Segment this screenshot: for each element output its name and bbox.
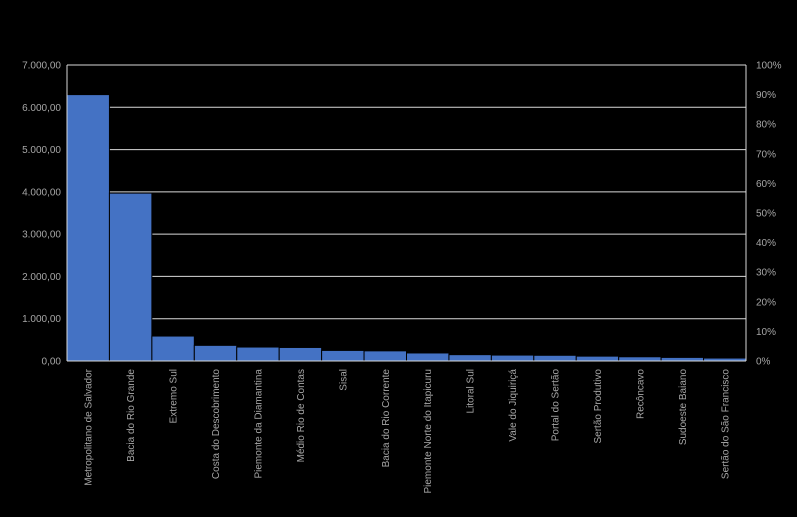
- x-tick-label: Piemonte da Diamantina: [253, 369, 264, 479]
- x-tick-label: Litoral Sul: [466, 369, 477, 413]
- x-axis: Metropolitano de Salvador Bacia do Rio Gr…: [67, 360, 746, 494]
- y-tick-label: 7.000,00: [22, 61, 61, 72]
- y-tick-label: 4.000,00: [22, 187, 61, 198]
- y-tick-label: 3.000,00: [22, 230, 61, 241]
- bar-2: [151, 335, 195, 362]
- bar-11: [533, 354, 577, 362]
- x-tick-label: Vale do Jiquiriçá: [508, 369, 519, 442]
- x-tick-label: Metropolitano de Salvador: [84, 368, 95, 485]
- bar-6: [321, 349, 365, 362]
- bar-4: [236, 346, 280, 362]
- x-tick-label: Piemonte Norte do Itapicuru: [423, 369, 434, 494]
- y-tick-label: 2.000,00: [22, 272, 61, 283]
- bar-12: [575, 355, 620, 362]
- y2-tick-label: 30%: [756, 268, 776, 279]
- y2-tick-label: 0%: [756, 357, 771, 368]
- bar-8: [406, 352, 450, 362]
- x-tick-label: Recôncavo: [635, 369, 646, 419]
- y2-tick-label: 100%: [756, 61, 782, 72]
- y-tick-label: 0,00: [42, 357, 62, 368]
- bar-14: [660, 356, 705, 362]
- y2-tick-label: 10%: [756, 327, 776, 338]
- x-tick-label: Sisal: [338, 369, 349, 391]
- y2-tick-label: 60%: [756, 179, 776, 190]
- x-tick-label: Bacia do Rio Corrente: [381, 369, 392, 468]
- x-tick-label: Bacia do Rio Grande: [126, 369, 137, 462]
- bars: [66, 94, 747, 362]
- y-axis-secondary: 0% 10% 20% 30% 40% 50% 60% 70% 80% 90% 100%: [745, 61, 782, 368]
- bar-13: [618, 356, 662, 362]
- x-tick-label: Costa do Descobrimento: [211, 369, 222, 479]
- bar-10: [490, 354, 535, 362]
- y-tick-label: 5.000,00: [22, 145, 61, 156]
- x-tick-label: Sertão Produtivo: [593, 369, 604, 444]
- bar-0: [66, 94, 110, 362]
- y2-tick-label: 70%: [756, 149, 776, 160]
- bar-7: [363, 350, 407, 362]
- y2-tick-label: 90%: [756, 90, 776, 101]
- x-tick-label: Extremo Sul: [169, 369, 180, 423]
- y2-tick-label: 50%: [756, 209, 776, 220]
- x-tick-label: Médio Rio de Contas: [296, 369, 307, 462]
- bar-3: [193, 344, 238, 362]
- x-tick-label: Portal do Sertão: [551, 369, 562, 442]
- y2-tick-label: 20%: [756, 297, 776, 308]
- bar-1: [108, 192, 153, 362]
- x-tick-label: Sudoeste Baiano: [678, 369, 689, 446]
- y-axis-primary: 0,00 1.000,00 2.000,00 3.000,00 4.000,00 5.00…: [22, 61, 68, 368]
- bar-5: [278, 346, 323, 362]
- y2-tick-label: 80%: [756, 120, 776, 131]
- y2-tick-label: 40%: [756, 238, 776, 249]
- x-tick-label: Sertão do São Francisco: [720, 369, 731, 479]
- bar-9: [448, 354, 492, 362]
- y-tick-label: 6.000,00: [22, 103, 61, 114]
- y-tick-label: 1.000,00: [22, 314, 61, 325]
